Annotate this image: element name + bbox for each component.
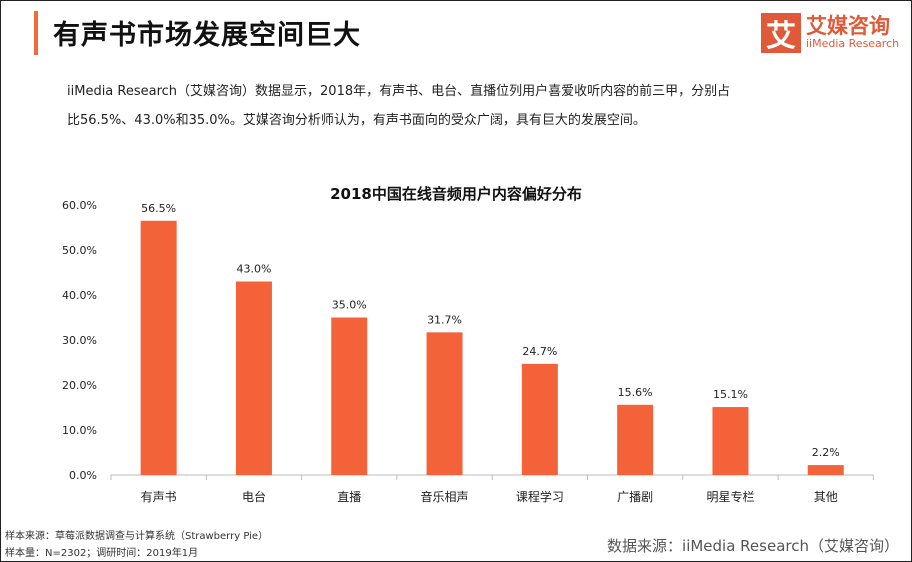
title-accent-bar: [34, 11, 38, 55]
y-tick-label: 20.0%: [62, 379, 97, 392]
iimedia-logo: 艾 艾媒咨询 iiMedia Research: [761, 13, 900, 54]
y-tick-label: 60.0%: [62, 199, 97, 212]
data-source: 数据来源：iiMedia Research（艾媒咨询）: [607, 537, 899, 555]
data-label: 2.2%: [812, 446, 840, 459]
bar: [521, 363, 558, 475]
data-label: 15.1%: [713, 388, 748, 401]
bar: [331, 317, 368, 475]
x-tick-label: 课程学习: [516, 489, 564, 504]
y-tick-label: 10.0%: [62, 424, 97, 437]
data-label: 35.0%: [332, 299, 367, 312]
x-tick-label: 广播剧: [617, 490, 653, 504]
bar: [235, 281, 272, 475]
y-tick-label: 50.0%: [62, 244, 97, 257]
y-tick-label: 30.0%: [62, 334, 97, 347]
data-label: 24.7%: [522, 345, 557, 358]
chart-title: 2018中国在线音频用户内容偏好分布: [330, 185, 582, 203]
bar: [712, 407, 749, 475]
x-tick-label: 其他: [814, 490, 838, 504]
sample-source: 样本来源：草莓派数据调查与计算系统（Strawberry Pie）: [5, 531, 269, 542]
bar: [140, 220, 177, 475]
x-tick-label: 音乐相声: [421, 489, 469, 504]
data-label: 56.5%: [141, 202, 176, 215]
description-line-2: 比56.5%、43.0%和35.0%。艾媒咨询分析师认为，有声书面向的受众广阔，…: [67, 113, 646, 128]
x-tick-label: 有声书: [141, 490, 177, 504]
data-label: 31.7%: [427, 313, 462, 326]
logo-en: iiMedia Research: [806, 37, 900, 50]
x-tick-label: 直播: [337, 490, 361, 504]
logo-cn: 艾媒咨询: [806, 14, 890, 38]
sample-size: 样本量：N=2302；调研时间：2019年1月: [5, 548, 199, 559]
x-tick-label: 电台: [242, 489, 266, 504]
bar: [617, 404, 654, 475]
bar: [807, 465, 844, 475]
bar: [426, 332, 463, 475]
page-title: 有声书市场发展空间巨大: [53, 20, 361, 51]
logo-mark: 艾: [761, 13, 801, 54]
description-line-1: iiMedia Research（艾媒咨询）数据显示，2018年，有声书、电台、…: [67, 84, 731, 99]
y-tick-label: 0.0%: [69, 469, 97, 482]
data-label: 43.0%: [236, 263, 271, 276]
bar-chart: 2018中国在线音频用户内容偏好分布 0.0% 10.0% 20.0% 30.0% 40.…: [62, 185, 874, 504]
data-label: 15.6%: [618, 386, 653, 399]
y-tick-label: 40.0%: [62, 289, 97, 302]
x-tick-label: 明星专栏: [706, 489, 754, 504]
